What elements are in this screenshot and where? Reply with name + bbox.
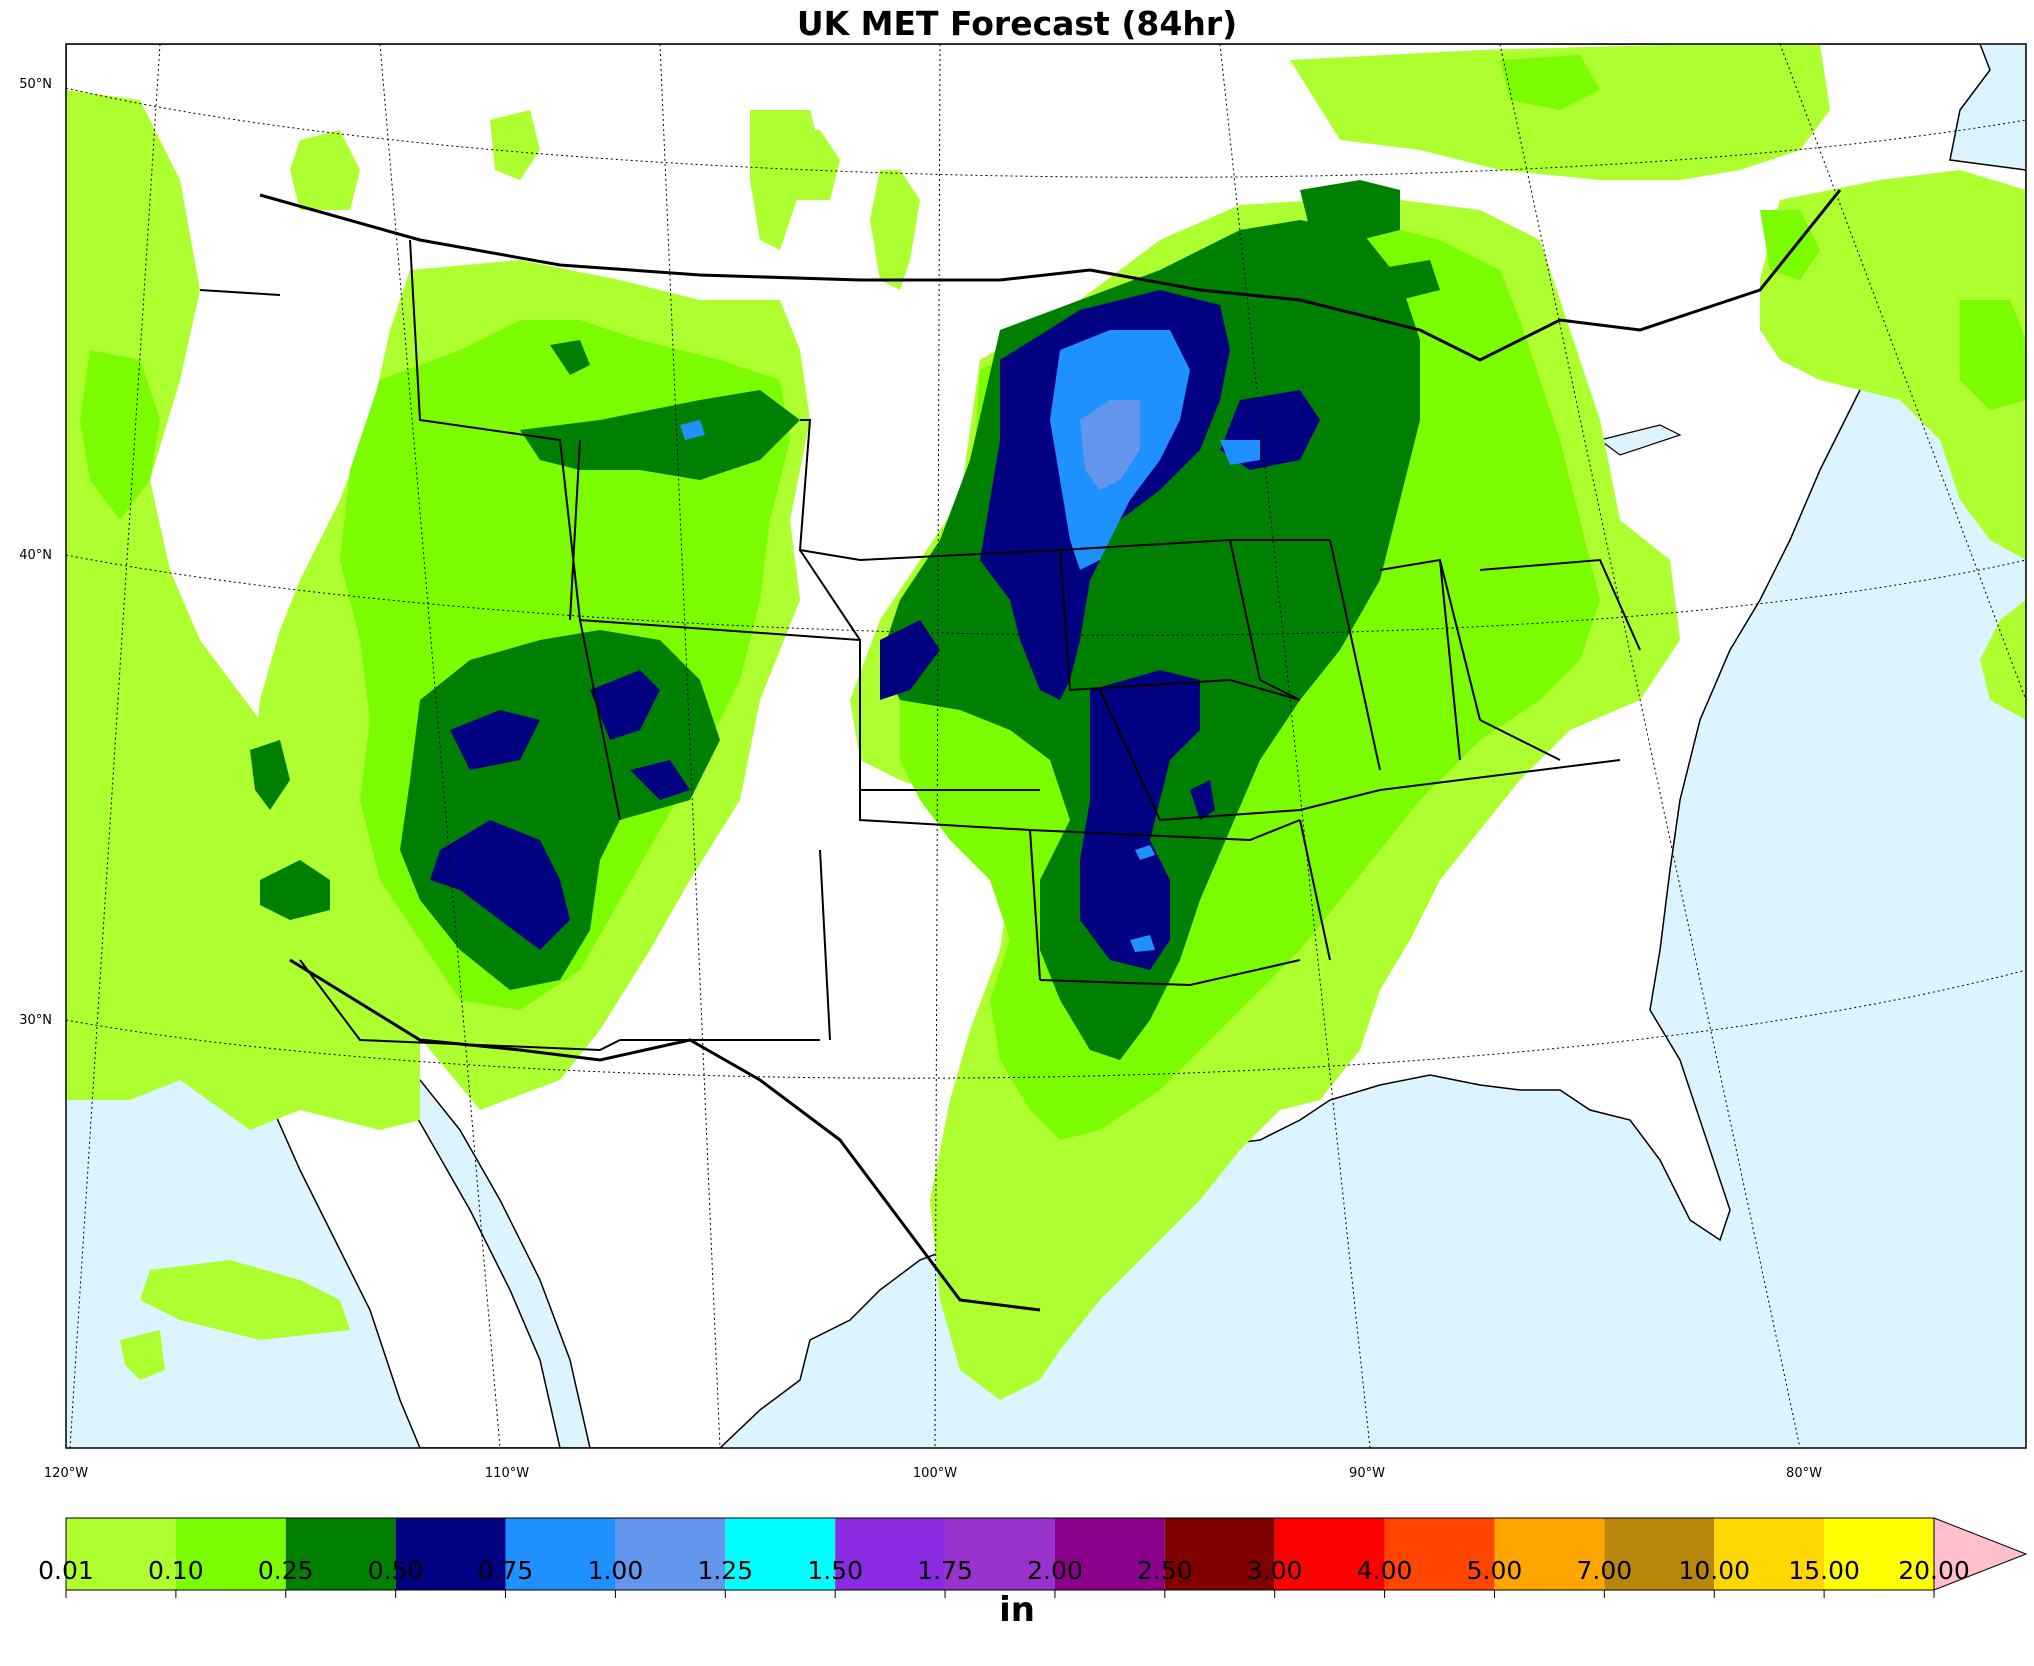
canada-east-border — [1089, 189, 1842, 362]
lake-ontario — [1598, 424, 1682, 456]
colorbar-tick-label: 7.00 — [1576, 1556, 1633, 1585]
colorbar-swatch-0 — [66, 1518, 176, 1590]
graticule — [66, 44, 2026, 1448]
lon-label-80w: 80°W — [1786, 1466, 1822, 1481]
colorbar-tick-label: 20.00 — [1898, 1556, 1970, 1585]
colorbar-tick-label: 1.25 — [697, 1556, 754, 1585]
lon-label-100w: 100°W — [912, 1466, 958, 1481]
colorbar-tick-label: 15.00 — [1788, 1556, 1860, 1585]
colorbar-swatch-11 — [1274, 1518, 1385, 1590]
gulf-of-california — [388, 1068, 591, 1448]
colorbar-swatch-8 — [945, 1518, 1055, 1590]
colorbar-frame — [65, 1517, 1935, 1591]
colorbar-swatch-16 — [1824, 1518, 1934, 1590]
colorbar-swatch-5 — [615, 1518, 726, 1590]
colorbar-swatch-14 — [1604, 1518, 1715, 1590]
colorbar-tick-label: 1.50 — [807, 1556, 863, 1585]
map-frame — [65, 43, 2027, 1449]
lon-label-110w: 110°W — [484, 1466, 530, 1481]
colorbar-swatch-7 — [835, 1518, 946, 1590]
colorbar-swatch-4 — [505, 1518, 616, 1590]
precip-1.00-1.25 — [1080, 400, 1140, 490]
colorbar-swatch-10 — [1164, 1518, 1275, 1590]
us-mexico-border — [289, 958, 1041, 1312]
lon-label-90w: 90°W — [1349, 1466, 1385, 1481]
lat-label-30n: 30°N — [19, 1013, 52, 1028]
colorbar-swatch-9 — [1054, 1518, 1165, 1590]
colorbar-tick-label: 0.50 — [367, 1556, 424, 1585]
colorbar-tick-label: 3.00 — [1246, 1556, 1303, 1585]
canada-us-border — [259, 193, 1091, 282]
colorbar-tick-label: 0.01 — [38, 1556, 94, 1585]
colorbar-tick-label: 10.00 — [1678, 1556, 1751, 1585]
colorbar-swatch-6 — [725, 1518, 836, 1590]
lon-label-120w: 120°W — [43, 1466, 89, 1481]
colorbar-swatch-15 — [1714, 1518, 1825, 1590]
lat-label-50n: 50°N — [19, 77, 52, 92]
colorbar-tick-label: 4.00 — [1356, 1556, 1413, 1585]
colorbar-tick-label: 2.50 — [1136, 1556, 1193, 1585]
colorbar-tick-label: 1.75 — [917, 1556, 973, 1585]
map-title: UK MET Forecast (84hr) — [796, 4, 1238, 43]
lat-label-40n: 40°N — [19, 548, 52, 563]
colorbar-tick-label: 2.00 — [1027, 1556, 1083, 1585]
colorbar-tick-label: 0.25 — [257, 1556, 314, 1585]
colorbar-swatch-2 — [285, 1518, 396, 1590]
colorbar-swatch-12 — [1384, 1518, 1495, 1590]
colorbar-tick-label: 0.75 — [477, 1556, 534, 1585]
colorbar-tick-label: 0.10 — [148, 1556, 204, 1585]
colorbar-swatch-3 — [395, 1518, 506, 1590]
colorbar-swatch-13 — [1494, 1518, 1605, 1590]
colorbar-tick-label: 1.00 — [587, 1556, 644, 1585]
colorbar-tick-label: 5.00 — [1466, 1556, 1523, 1585]
colorbar-swatch-1 — [175, 1518, 286, 1590]
colorbar-units: in — [999, 1590, 1035, 1630]
